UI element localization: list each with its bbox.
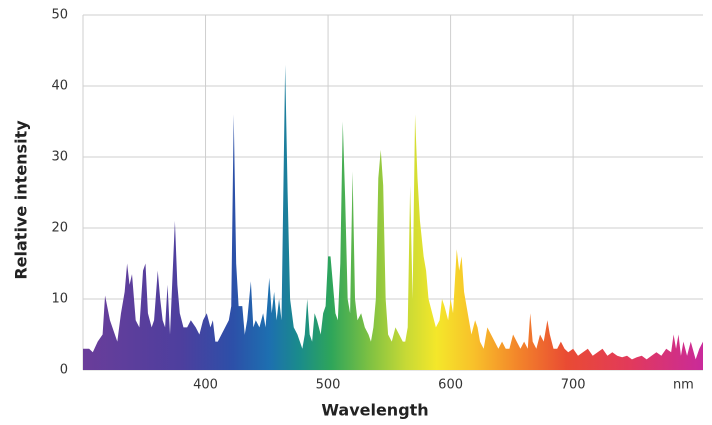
y-tick-label: 50 [51,8,68,23]
y-axis-title: Relative intensity [12,120,31,280]
y-tick-label: 40 [51,79,68,94]
y-tick-label: 10 [51,292,68,307]
x-tick-label: nm [673,378,694,393]
spectrum-area [83,64,703,370]
x-axis-title: Wavelength [321,401,428,420]
x-tick-label: 500 [316,378,341,393]
y-tick-label: 0 [60,363,68,378]
x-tick-label: 400 [193,378,218,393]
x-tick-label: 600 [438,378,463,393]
y-tick-label: 20 [51,221,68,236]
x-tick-label: 700 [561,378,586,393]
y-tick-label: 30 [51,150,68,165]
